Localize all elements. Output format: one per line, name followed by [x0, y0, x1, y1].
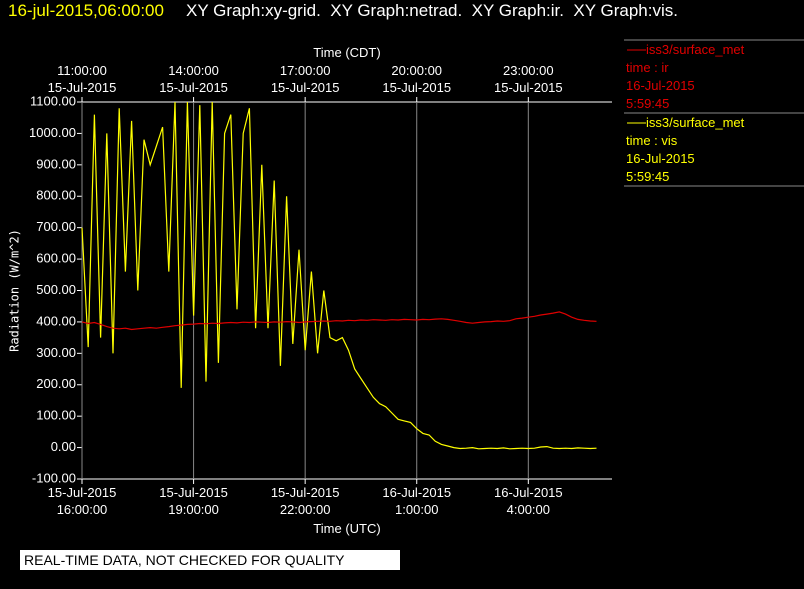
y-tick-label: 600.00	[36, 251, 76, 266]
y-tick-label: 0.00	[51, 439, 76, 454]
y-tick-label: -100.00	[32, 470, 76, 485]
legend-detail: 5:59:45	[626, 96, 670, 111]
timestamp: 16-jul-2015,06:00:00	[8, 1, 164, 20]
y-tick-label: 300.00	[36, 345, 76, 360]
x2-tick-label: 23:00:00 15-Jul-2015	[493, 63, 563, 95]
y-tick-label: 1100.00	[30, 93, 76, 108]
legend-entry: iss3/surface_met	[646, 42, 745, 57]
legend-detail: 16-Jul-2015	[626, 78, 695, 93]
x2-axis-title: Time (CDT)	[313, 45, 381, 60]
y-tick-label: 800.00	[36, 188, 76, 203]
x-tick-label: 15-Jul-2015 16:00:00	[47, 485, 117, 517]
y-axis-title: Radiation (W/m^2)	[8, 229, 22, 352]
series-line	[81, 101, 597, 450]
x-tick-label: 15-Jul-2015 19:00:00	[159, 485, 228, 517]
y-tick-label: 700.00	[36, 219, 76, 234]
graph-list: XY Graph:xy-grid. XY Graph:netrad. XY Gr…	[186, 1, 678, 20]
quality-note: REAL-TIME DATA, NOT CHECKED FOR QUALITY	[20, 550, 400, 570]
y-tick-label: 500.00	[36, 282, 76, 297]
legend-entry: iss3/surface_met	[646, 115, 745, 130]
legend-detail: time : vis	[626, 133, 678, 148]
x2-tick-label: 17:00:00 15-Jul-2015	[270, 63, 340, 95]
y-tick-label: 1000.00	[29, 125, 76, 140]
x-tick-label: 16-Jul-2015 4:00:00	[493, 485, 563, 517]
x2-tick-label: 11:00:00 15-Jul-2015	[47, 63, 117, 95]
series-line	[81, 311, 597, 331]
y-tick-label: 400.00	[36, 313, 76, 328]
x2-tick-label: 20:00:00 15-Jul-2015	[382, 63, 452, 95]
legend-detail: 16-Jul-2015	[626, 151, 695, 166]
legend-detail: 5:59:45	[626, 169, 670, 184]
x-tick-label: 15-Jul-2015 22:00:00	[270, 485, 340, 517]
y-tick-label: 200.00	[36, 376, 76, 391]
y-tick-label: 900.00	[36, 156, 76, 171]
y-tick-label: 100.00	[36, 408, 76, 423]
x2-tick-label: 14:00:00 15-Jul-2015	[159, 63, 228, 95]
x-tick-label: 16-Jul-2015 1:00:00	[382, 485, 452, 517]
legend-detail: time : ir	[626, 60, 669, 75]
x-axis-title: Time (UTC)	[313, 521, 381, 536]
